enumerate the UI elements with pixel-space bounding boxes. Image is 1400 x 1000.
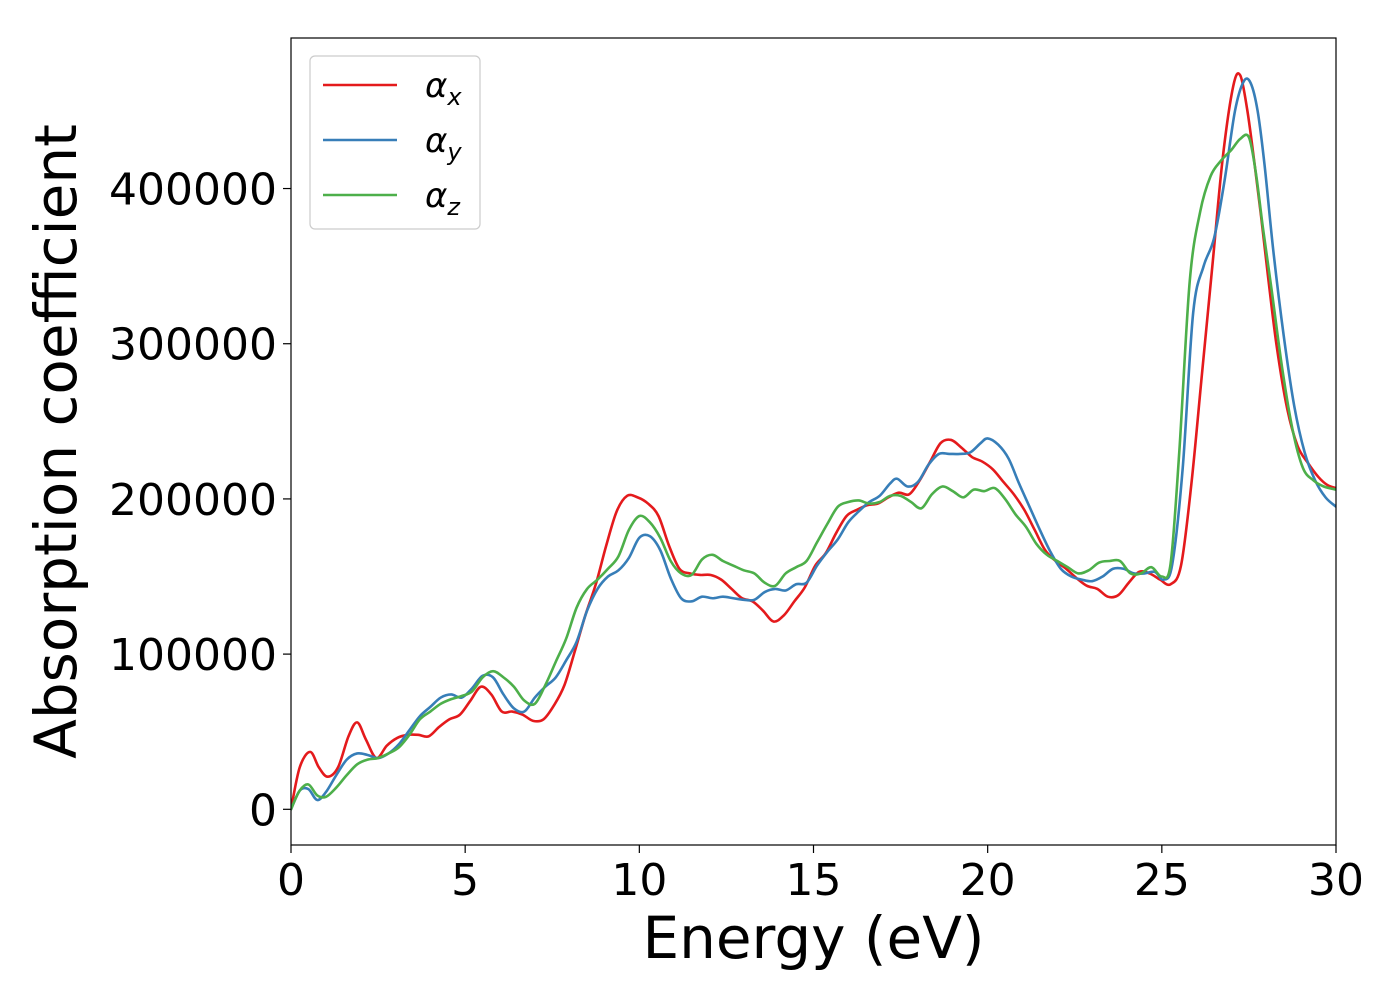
y-axis-title: Absorption coefficient	[22, 124, 90, 759]
x-tick-label: 10	[611, 855, 667, 906]
legend: αx αy αz	[309, 55, 481, 230]
y-tick-label: 0	[249, 785, 277, 836]
y-axis-ticks: 0 100000 200000 300000 400000	[109, 165, 291, 836]
y-tick-label: 400000	[109, 165, 277, 216]
x-tick-label: 5	[451, 855, 479, 906]
legend-box	[309, 55, 481, 230]
x-tick-label: 25	[1134, 855, 1190, 906]
y-tick-label: 200000	[109, 475, 277, 526]
x-tick-label: 15	[786, 855, 842, 906]
legend-label-z: αz	[425, 176, 461, 221]
series-line-z	[291, 133, 1336, 811]
x-tick-label: 20	[960, 855, 1016, 906]
x-tick-label: 0	[277, 855, 305, 906]
y-tick-label: 300000	[109, 320, 277, 371]
x-axis-title: Energy (eV)	[642, 904, 984, 972]
x-tick-label: 30	[1308, 855, 1364, 906]
x-axis-ticks: 0 5 10 15 20 25 30	[277, 845, 1364, 906]
plot-lines	[291, 72, 1336, 811]
legend-label-x: αx	[425, 66, 462, 111]
y-tick-label: 100000	[109, 630, 277, 681]
legend-label-y: αy	[425, 121, 462, 166]
